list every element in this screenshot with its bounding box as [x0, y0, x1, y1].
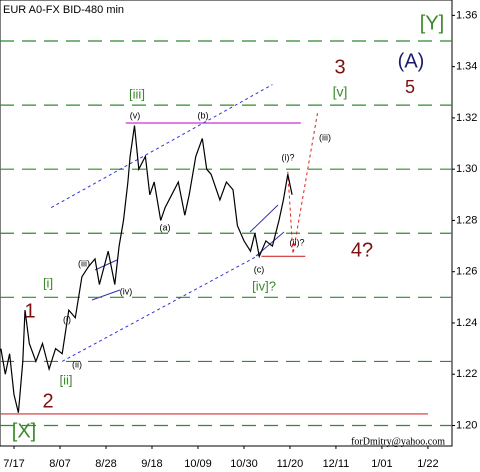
y-tick-label: 1.22 — [456, 368, 477, 380]
wave-label: (A) — [398, 50, 425, 72]
y-tick-label: 1.32 — [456, 112, 477, 124]
wave-label: (a) — [160, 222, 171, 232]
wedge-line — [94, 259, 118, 271]
trend-line — [61, 253, 262, 362]
plot-frame — [0, 0, 453, 447]
wave-label: [i] — [43, 275, 53, 290]
x-tick-label: 9/18 — [141, 458, 162, 470]
x-tick-label: 10/30 — [230, 458, 258, 470]
wave-label: (iv) — [120, 286, 133, 296]
y-tick-label: 1.20 — [456, 419, 477, 431]
y-tick-label: 1.30 — [456, 163, 477, 175]
y-tick-label: 1.36 — [456, 9, 477, 21]
wave-label: (ii) — [72, 359, 82, 369]
wave-label: [v] — [333, 84, 348, 100]
wave-label: 5 — [405, 77, 415, 97]
x-tick-label: 12/11 — [323, 458, 350, 470]
wave-label: (iii) — [78, 258, 90, 268]
wave-label: 4? — [351, 239, 373, 261]
wedge-line — [249, 204, 279, 233]
wave-label: [iv]? — [252, 278, 276, 293]
y-tick-label: 1.24 — [456, 317, 477, 329]
wedge-line — [91, 289, 121, 301]
wave-label: (c) — [254, 264, 265, 274]
wave-label: (i)? — [282, 152, 295, 162]
x-tick-label: 8/28 — [95, 458, 116, 470]
x-tick-label: 1/01 — [371, 458, 392, 470]
y-tick-label: 1.28 — [456, 214, 477, 226]
x-tick-label: 10/09 — [184, 458, 212, 470]
wave-label: [iii] — [129, 86, 145, 101]
wave-label: (b) — [198, 110, 209, 120]
x-tick-label: 7/17 — [3, 458, 24, 470]
watermark: forDmitry@yahoo.com — [351, 436, 445, 447]
y-tick-label: 1.34 — [456, 61, 477, 73]
wave-label: 3 — [334, 56, 345, 78]
chart-title: EUR A0-FX BID-480 min — [3, 4, 124, 16]
wave-label: 1 — [24, 300, 35, 322]
wave-label: [Y] — [420, 12, 444, 34]
wave-label: (v) — [130, 110, 141, 120]
x-tick-label: 1/22 — [417, 458, 438, 470]
y-tick-label: 1.26 — [456, 266, 477, 278]
wave-label: (i) — [63, 314, 71, 324]
wave-label: [X] — [12, 420, 36, 442]
wave-label: (iii) — [319, 132, 331, 142]
trend-line — [50, 84, 273, 209]
x-tick-label: 8/07 — [49, 458, 70, 470]
wave-label: 2 — [42, 390, 53, 412]
x-tick-label: 11/20 — [277, 458, 304, 470]
wave-label: [ii] — [60, 372, 73, 387]
wave-label: (ii)? — [290, 237, 305, 247]
price-line — [0, 125, 293, 413]
